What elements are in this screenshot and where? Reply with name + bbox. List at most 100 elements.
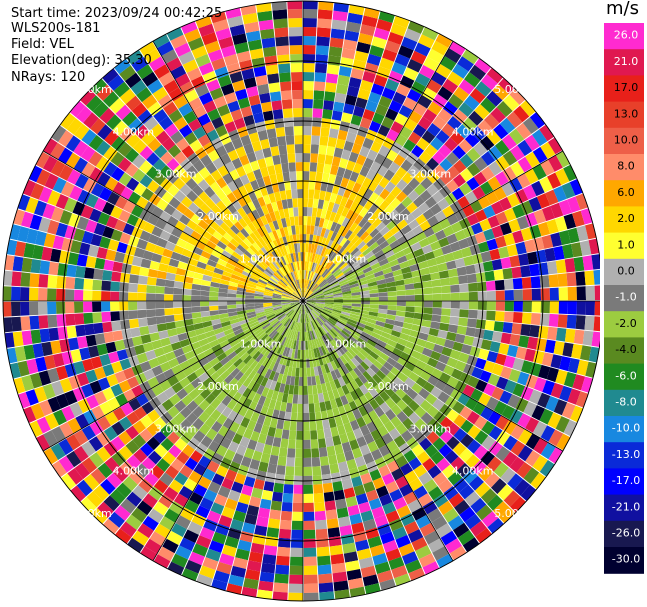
ppi-gate bbox=[379, 352, 390, 362]
ppi-gate bbox=[11, 286, 21, 301]
ppi-gate bbox=[238, 374, 248, 385]
ppi-gate bbox=[283, 484, 294, 494]
colorbar-label: 21.0 bbox=[614, 55, 639, 68]
ppi-gate bbox=[228, 461, 241, 473]
ppi-gate bbox=[504, 311, 514, 323]
ppi-gate bbox=[327, 230, 334, 240]
ppi-gate bbox=[321, 325, 329, 334]
ppi-gate bbox=[369, 301, 379, 305]
ppi-gate bbox=[228, 214, 238, 225]
ppi-gate bbox=[541, 234, 554, 249]
ppi-gate bbox=[273, 272, 281, 281]
ppi-gate bbox=[521, 360, 533, 374]
ppi-gate bbox=[581, 376, 593, 393]
ppi-gate bbox=[463, 363, 475, 376]
ppi-gate bbox=[297, 412, 303, 422]
ppi-gate bbox=[152, 86, 168, 102]
ppi-gate bbox=[466, 235, 478, 247]
ppi-gate bbox=[405, 301, 415, 307]
ppi-gate bbox=[262, 322, 271, 330]
ppi-gate bbox=[256, 313, 266, 319]
ppi-gate bbox=[181, 394, 193, 407]
ppi-gate bbox=[139, 174, 153, 188]
ppi-gate bbox=[500, 467, 516, 484]
ppi-gate bbox=[93, 485, 110, 502]
ppi-gate bbox=[281, 297, 291, 300]
ppi-gate bbox=[462, 49, 479, 65]
ppi-gate bbox=[432, 150, 446, 165]
range-label: 5.00km bbox=[70, 83, 112, 96]
ppi-gate bbox=[146, 285, 156, 294]
ppi-gate bbox=[278, 144, 288, 155]
ppi-gate bbox=[415, 231, 427, 242]
ppi-gate bbox=[96, 172, 111, 187]
ppi-gate bbox=[472, 402, 486, 416]
ppi-gate bbox=[306, 292, 314, 299]
ppi-gate bbox=[303, 385, 308, 395]
ppi-gate bbox=[263, 481, 275, 492]
ppi-gate bbox=[392, 347, 403, 357]
ppi-gate bbox=[363, 7, 380, 19]
ppi-gate bbox=[386, 339, 398, 348]
ppi-gate bbox=[323, 100, 334, 111]
ppi-gate bbox=[290, 243, 296, 254]
ppi-gate bbox=[372, 417, 384, 429]
ppi-gate bbox=[304, 288, 307, 298]
ppi-gate bbox=[300, 341, 303, 350]
ppi-gate bbox=[51, 125, 67, 142]
ppi-gate bbox=[303, 144, 311, 154]
ppi-gate bbox=[379, 413, 390, 425]
ppi-gate bbox=[363, 234, 373, 244]
ppi-gate bbox=[175, 138, 190, 151]
ppi-gate bbox=[128, 292, 138, 301]
ppi-gate bbox=[442, 464, 457, 479]
ppi-gate bbox=[103, 495, 120, 512]
ppi-gate bbox=[191, 283, 202, 291]
ppi-gate bbox=[341, 112, 353, 124]
ppi-gate bbox=[184, 457, 198, 471]
ppi-gate bbox=[483, 205, 496, 219]
ppi-gate bbox=[311, 284, 319, 292]
ppi-gate bbox=[171, 553, 188, 568]
ppi-gate bbox=[509, 456, 525, 473]
ppi-gate bbox=[357, 126, 369, 138]
ppi-gate bbox=[218, 296, 228, 301]
ppi-gate bbox=[135, 196, 149, 209]
ppi-gate bbox=[355, 174, 366, 185]
ppi-gate bbox=[258, 249, 267, 258]
ppi-gate bbox=[131, 205, 144, 218]
ppi-gate bbox=[344, 269, 354, 277]
ppi-gate bbox=[293, 340, 297, 350]
ppi-gate bbox=[486, 351, 499, 363]
ppi-gate bbox=[176, 354, 188, 365]
ppi-gate bbox=[341, 264, 350, 273]
ppi-gate bbox=[274, 118, 285, 129]
ppi-gate bbox=[246, 286, 256, 291]
ppi-gate bbox=[281, 298, 291, 301]
ppi-gate bbox=[293, 303, 301, 311]
ppi-gate bbox=[306, 270, 310, 280]
ppi-gate bbox=[363, 481, 376, 493]
ppi-gate bbox=[279, 383, 286, 393]
ppi-gate bbox=[378, 95, 392, 108]
ppi-gate bbox=[94, 366, 106, 380]
ppi-gate bbox=[329, 281, 339, 287]
ppi-gate bbox=[133, 406, 147, 420]
ppi-gate bbox=[339, 344, 348, 353]
ppi-gate bbox=[228, 129, 240, 142]
ppi-gate bbox=[450, 456, 465, 471]
ppi-gate bbox=[469, 88, 486, 104]
ppi-gate bbox=[388, 382, 400, 393]
ppi-gate bbox=[318, 582, 334, 593]
ppi-gate bbox=[430, 203, 442, 216]
ppi-gate bbox=[126, 177, 140, 191]
ppi-gate bbox=[126, 491, 142, 507]
ppi-gate bbox=[297, 289, 302, 298]
ppi-gate bbox=[395, 166, 408, 179]
ppi-gate bbox=[288, 348, 293, 358]
ppi-gate bbox=[200, 343, 212, 352]
ppi-gate bbox=[555, 416, 570, 433]
ppi-gate bbox=[249, 244, 258, 254]
ppi-gate bbox=[352, 250, 362, 259]
ppi-gate bbox=[307, 280, 312, 290]
